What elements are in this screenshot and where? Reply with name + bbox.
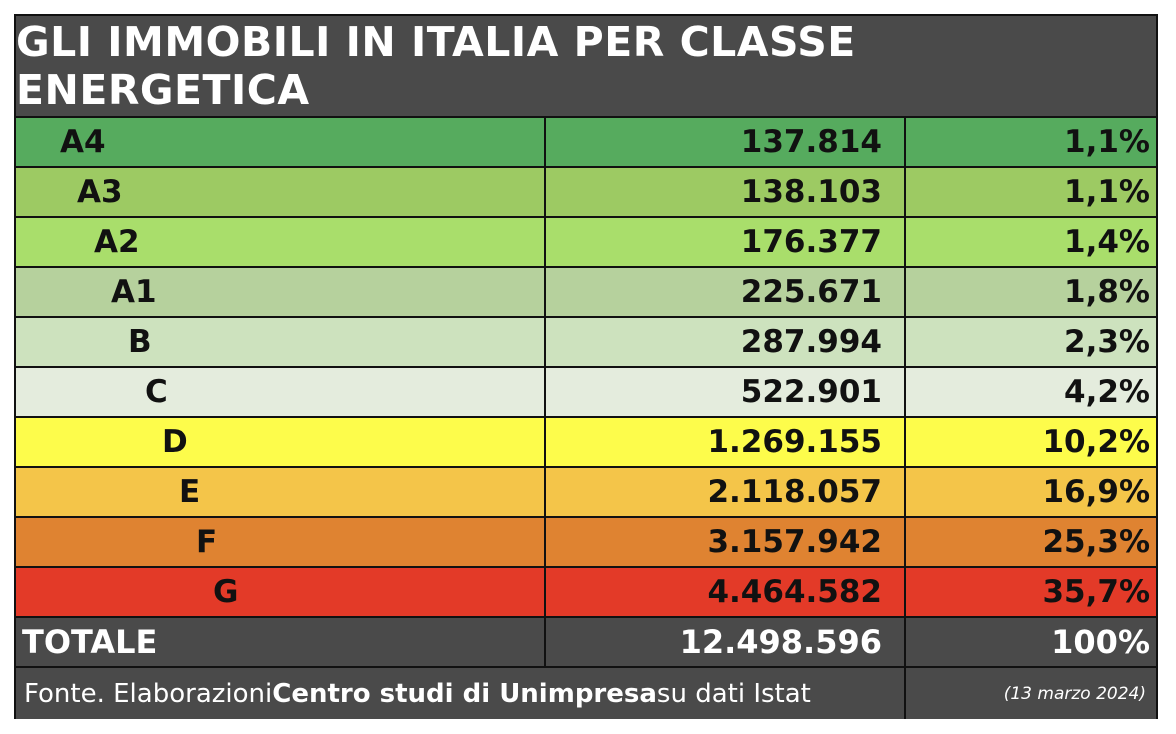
class-percent: 1,1% [904,118,1156,166]
class-label: A4 [60,124,106,160]
class-count: 138.103 [544,168,904,216]
class-label: G [213,574,239,610]
table-row: A4 137.814 1,1% [16,118,1156,168]
table-row: B 287.994 2,3% [16,318,1156,368]
source-organization: Centro studi di Unimpresa [272,678,657,709]
class-label: B [128,324,152,360]
class-label: A3 [77,174,123,210]
table-title: GLI IMMOBILI IN ITALIA PER CLASSE ENERGE… [16,16,1156,118]
table-row: C 522.901 4,2% [16,368,1156,418]
class-label: E [179,474,201,510]
total-percent: 100% [904,618,1156,666]
class-label: C [145,374,168,410]
class-percent: 10,2% [904,418,1156,466]
total-value: 12.498.596 [544,618,904,666]
class-label: D [162,424,188,460]
class-percent: 25,3% [904,518,1156,566]
table-row: G 4.464.582 35,7% [16,568,1156,618]
class-label: F [196,524,218,560]
class-percent: 1,4% [904,218,1156,266]
class-percent: 35,7% [904,568,1156,616]
source-date: (13 marzo 2024) [904,668,1156,719]
table-row: F 3.157.942 25,3% [16,518,1156,568]
energy-class-table: GLI IMMOBILI IN ITALIA PER CLASSE ENERGE… [16,16,1156,719]
source-footer: Fonte. Elaborazioni Centro studi di Unim… [16,668,1156,719]
class-label: A2 [94,224,140,260]
table-row: E 2.118.057 16,9% [16,468,1156,518]
class-percent: 1,8% [904,268,1156,316]
class-count: 4.464.582 [544,568,904,616]
class-count: 287.994 [544,318,904,366]
class-count: 3.157.942 [544,518,904,566]
total-label: TOTALE [22,623,158,661]
source-note: Fonte. Elaborazioni Centro studi di Unim… [16,668,904,719]
table-row: A1 225.671 1,8% [16,268,1156,318]
table-row: D 1.269.155 10,2% [16,418,1156,468]
table-row: A3 138.103 1,1% [16,168,1156,218]
class-count: 2.118.057 [544,468,904,516]
class-count: 176.377 [544,218,904,266]
table-frame: GLI IMMOBILI IN ITALIA PER CLASSE ENERGE… [14,14,1158,719]
class-percent: 4,2% [904,368,1156,416]
table-row: A2 176.377 1,4% [16,218,1156,268]
class-percent: 16,9% [904,468,1156,516]
class-count: 225.671 [544,268,904,316]
total-row: TOTALE 12.498.596 100% [16,618,1156,668]
class-percent: 2,3% [904,318,1156,366]
source-prefix: Fonte. Elaborazioni [24,678,273,709]
class-percent: 1,1% [904,168,1156,216]
class-count: 1.269.155 [544,418,904,466]
class-label: A1 [111,274,157,310]
source-suffix: su dati Istat [656,678,811,709]
class-count: 522.901 [544,368,904,416]
class-count: 137.814 [544,118,904,166]
